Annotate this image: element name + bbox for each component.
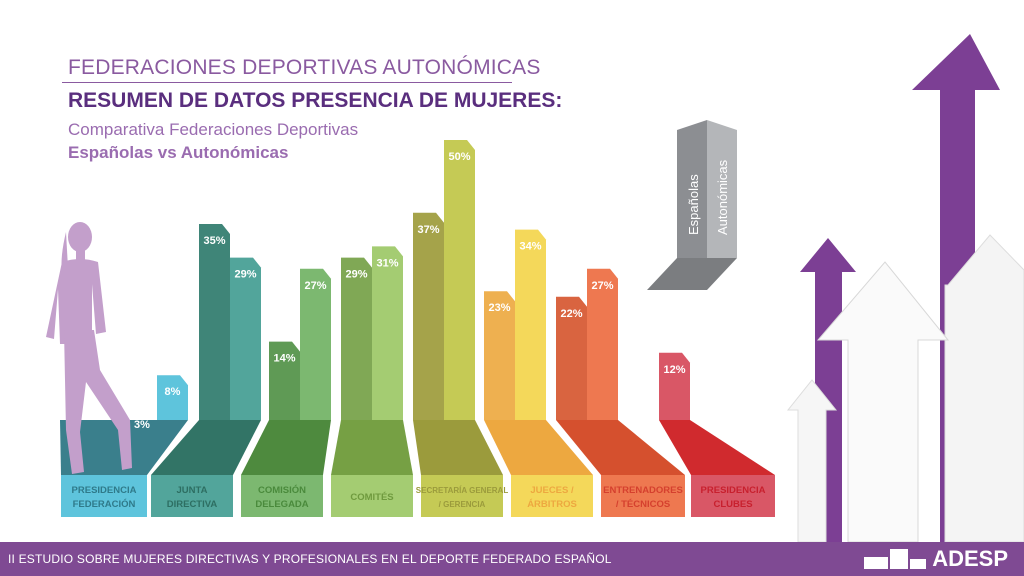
category-label-box — [331, 475, 413, 517]
category-label: DIRECTIVA — [167, 499, 218, 510]
bar-espanolas-3-label: 29% — [345, 269, 367, 281]
logo-mark-icon — [864, 549, 927, 569]
adesp-logo: ADESP — [864, 546, 1008, 572]
bar-espanolas-2 — [269, 341, 300, 420]
subtitle-line1: Comparativa Federaciones Deportivas — [68, 120, 359, 139]
bar-espanolas-4 — [413, 212, 444, 420]
bar-autonomicas-6-label: 27% — [591, 280, 613, 292]
bar-autonomicas-2-label: 27% — [304, 280, 326, 292]
bar-autonomicas-5 — [515, 229, 546, 420]
page-title: RESUMEN DE DATOS PRESENCIA DE MUJERES: — [68, 89, 563, 112]
category-label-box — [61, 475, 147, 517]
category-label: ENTRENADORES — [603, 485, 683, 496]
category-label-box — [601, 475, 685, 517]
legend-label-autonomicas: Autonómicas — [715, 159, 730, 235]
category-label: SECRETARÍA GENERAL — [416, 486, 509, 495]
category-label: ÁRBITROS — [527, 499, 577, 510]
category-label-box — [151, 475, 233, 517]
bar-autonomicas-0 — [157, 375, 188, 420]
category-label-box — [511, 475, 593, 517]
bar-autonomicas-6 — [587, 268, 618, 420]
bar-autonomicas-4 — [444, 140, 475, 420]
subtitle-line2: Españolas vs Autonómicas — [68, 143, 289, 162]
bar-autonomicas-3-label: 31% — [376, 257, 398, 269]
arrow-icon — [816, 261, 950, 543]
category-label: FEDERACIÓN — [73, 498, 136, 510]
floor-5 — [484, 420, 593, 475]
bar-espanolas-5 — [484, 291, 515, 420]
bar-autonomicas-0-label: 8% — [165, 386, 181, 398]
bar-autonomicas-1 — [230, 257, 261, 420]
arrows-decoration — [786, 34, 1024, 543]
floor-4 — [413, 420, 503, 475]
bar-espanolas-6-label: 22% — [560, 308, 582, 320]
logo-text: ADESP — [932, 546, 1008, 571]
bar-espanolas-1 — [199, 224, 230, 420]
bar-autonomicas-1-label: 29% — [234, 269, 256, 281]
arrow-icon — [786, 379, 838, 543]
bar-autonomicas-7-label: 12% — [663, 364, 685, 376]
category-label: PRESIDENCIA — [72, 485, 137, 496]
bar-espanolas-6 — [556, 296, 587, 420]
title-divider — [62, 82, 512, 83]
bar-autonomicas-5-label: 34% — [519, 241, 541, 253]
floor-6 — [556, 420, 685, 475]
arrow-icon — [944, 234, 1024, 543]
category-label: / GERENCIA — [439, 500, 486, 509]
category-label: JUNTA — [177, 485, 208, 496]
floor-7 — [659, 420, 775, 475]
bar-espanolas-4-label: 37% — [417, 224, 439, 236]
woman-silhouette — [46, 222, 132, 474]
category-label: JUECES / — [530, 485, 574, 496]
bar-autonomicas-2 — [300, 268, 331, 420]
kicker-title: FEDERACIONES DEPORTIVAS AUTONÓMICAS — [68, 56, 541, 79]
category-label: COMISIÓN — [258, 484, 306, 496]
bar-espanolas-2-label: 14% — [273, 353, 295, 365]
bar-espanolas-1-label: 35% — [203, 235, 225, 247]
floor-3 — [331, 420, 413, 475]
legend: Españolas Autonómicas — [647, 120, 737, 290]
category-label-box — [241, 475, 323, 517]
floor-1 — [151, 420, 261, 475]
footer-text: II ESTUDIO SOBRE MUJERES DIRECTIVAS Y PR… — [8, 552, 612, 566]
category-label: DELEGADA — [255, 499, 308, 510]
category-label: COMITÉS — [350, 492, 393, 503]
bar-autonomicas-3 — [372, 246, 403, 420]
bar-espanolas-5-label: 23% — [488, 302, 510, 314]
category-label-box — [691, 475, 775, 517]
category-label: PRESIDENCIA — [701, 485, 766, 496]
bar-espanolas-0-label: 3% — [134, 419, 150, 431]
footer-bar: II ESTUDIO SOBRE MUJERES DIRECTIVAS Y PR… — [0, 542, 1024, 576]
bar-espanolas-3 — [341, 257, 372, 420]
bar-autonomicas-4-label: 50% — [448, 151, 470, 163]
category-label: CLUBES — [713, 499, 752, 510]
category-label-box — [421, 475, 503, 517]
category-label: / TÉCNICOS — [616, 499, 670, 510]
legend-label-espanolas: Españolas — [686, 174, 701, 235]
bar-autonomicas-7 — [659, 352, 690, 420]
floor-2 — [241, 420, 331, 475]
